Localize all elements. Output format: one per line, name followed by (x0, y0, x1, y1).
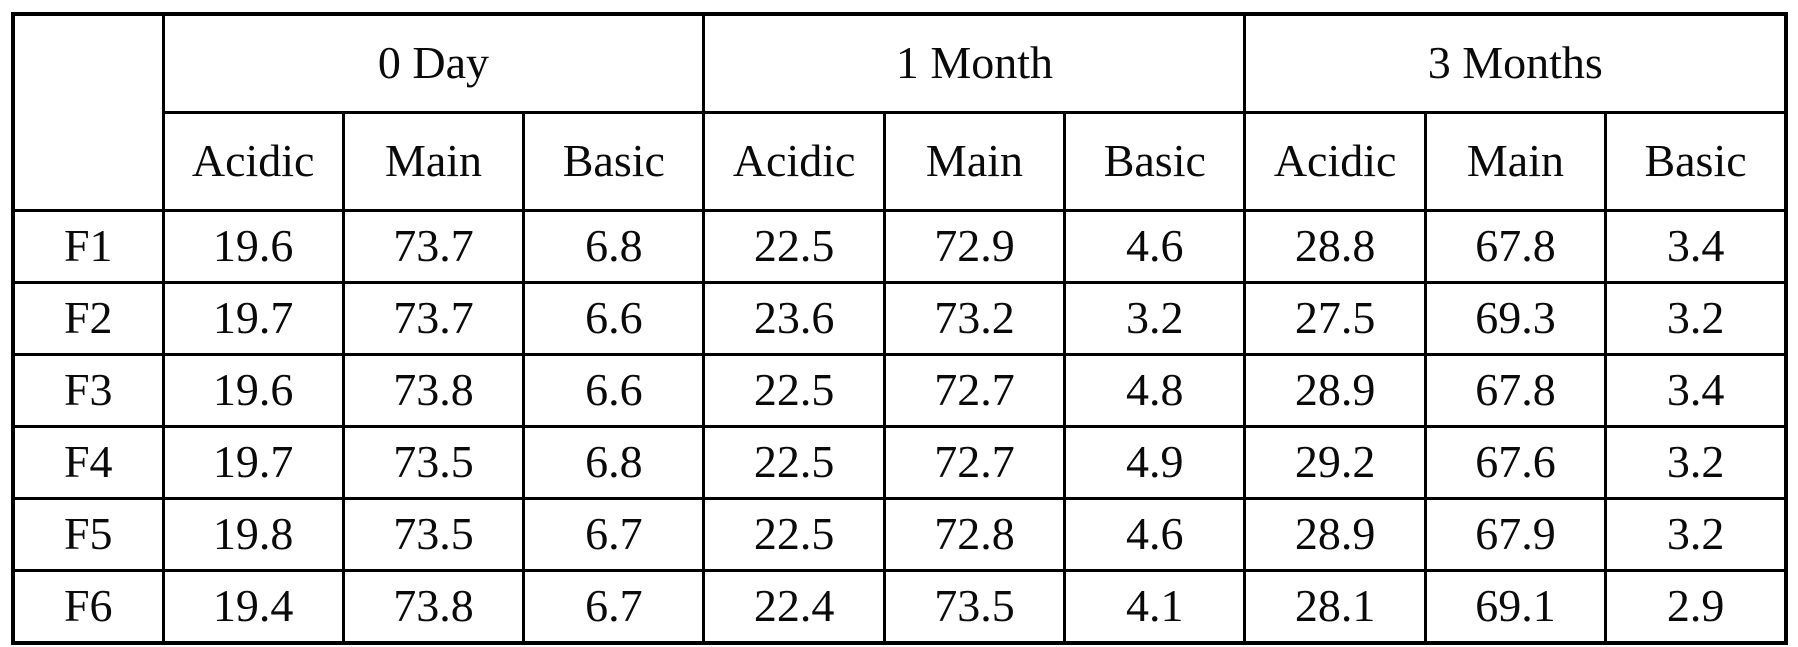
table-row-f1: F1 19.6 73.7 6.8 22.5 72.9 4.6 28.8 67.8… (11, 209, 1788, 284)
data-cell: 3.2 (1604, 497, 1788, 572)
row-label: F3 (11, 353, 165, 428)
column-header-basic: Basic (1063, 111, 1247, 212)
data-cell: 3.2 (1063, 281, 1247, 356)
data-cell: 72.7 (882, 425, 1067, 500)
data-cell: 6.8 (522, 425, 706, 500)
data-cell: 73.5 (341, 497, 526, 572)
data-cell: 73.5 (341, 425, 526, 500)
column-header-basic: Basic (522, 111, 706, 212)
stability-results-table: 0 Day 1 Month 3 Months Acidic Main Basic… (11, 12, 1788, 645)
data-cell: 3.2 (1604, 281, 1788, 356)
row-label: F4 (11, 425, 165, 500)
data-cell: 4.1 (1063, 569, 1247, 645)
data-cell: 22.5 (702, 209, 886, 284)
table-row-f5: F5 19.8 73.5 6.7 22.5 72.8 4.6 28.9 67.9… (11, 497, 1788, 572)
data-cell: 6.8 (522, 209, 706, 284)
data-cell: 73.8 (341, 569, 526, 645)
data-cell: 4.6 (1063, 497, 1247, 572)
data-cell: 19.6 (161, 209, 345, 284)
data-cell: 6.6 (522, 353, 706, 428)
data-cell: 28.8 (1243, 209, 1427, 284)
group-header-0-day: 0 Day (161, 12, 706, 114)
data-cell: 72.9 (882, 209, 1067, 284)
data-cell: 22.5 (702, 353, 886, 428)
group-header-3-months: 3 Months (1243, 12, 1788, 114)
data-cell: 73.7 (341, 281, 526, 356)
group-header-row: 0 Day 1 Month 3 Months (11, 12, 1788, 212)
data-cell: 69.3 (1423, 281, 1608, 356)
data-cell: 28.9 (1243, 353, 1427, 428)
data-cell: 19.4 (161, 569, 345, 645)
data-cell: 19.7 (161, 425, 345, 500)
data-cell: 73.8 (341, 353, 526, 428)
data-cell: 73.2 (882, 281, 1067, 356)
group-header-1-month: 1 Month (702, 12, 1247, 114)
column-header-acidic: Acidic (702, 111, 886, 212)
data-cell: 23.6 (702, 281, 886, 356)
data-cell: 27.5 (1243, 281, 1427, 356)
data-cell: 22.5 (702, 425, 886, 500)
column-header-main: Main (341, 111, 526, 212)
row-label: F5 (11, 497, 165, 572)
data-cell: 4.8 (1063, 353, 1247, 428)
table-row-f3: F3 19.6 73.8 6.6 22.5 72.7 4.8 28.9 67.8… (11, 353, 1788, 428)
data-cell: 3.2 (1604, 425, 1788, 500)
data-cell: 29.2 (1243, 425, 1427, 500)
row-label: F6 (11, 569, 165, 645)
data-cell: 67.8 (1423, 353, 1608, 428)
data-cell: 6.7 (522, 497, 706, 572)
data-cell: 67.8 (1423, 209, 1608, 284)
table-row-f2: F2 19.7 73.7 6.6 23.6 73.2 3.2 27.5 69.3… (11, 281, 1788, 356)
data-cell: 6.7 (522, 569, 706, 645)
table-row-f4: F4 19.7 73.5 6.8 22.5 72.7 4.9 29.2 67.6… (11, 425, 1788, 500)
table-row-f6: F6 19.4 73.8 6.7 22.4 73.5 4.1 28.1 69.1… (11, 569, 1788, 645)
data-cell: 69.1 (1423, 569, 1608, 645)
data-cell: 3.4 (1604, 353, 1788, 428)
data-cell: 28.9 (1243, 497, 1427, 572)
column-header-acidic: Acidic (1243, 111, 1427, 212)
corner-cell (11, 12, 165, 212)
data-cell: 67.6 (1423, 425, 1608, 500)
sub-header-row: Acidic Main Basic Acidic Main Basic Acid… (13, 111, 1788, 212)
row-label: F2 (11, 281, 165, 356)
data-cell: 67.9 (1423, 497, 1608, 572)
data-cell: 6.6 (522, 281, 706, 356)
data-cell: 73.5 (882, 569, 1067, 645)
data-cell: 2.9 (1604, 569, 1788, 645)
data-cell: 19.8 (161, 497, 345, 572)
data-cell: 19.6 (161, 353, 345, 428)
data-cell: 3.4 (1604, 209, 1788, 284)
data-cell: 72.7 (882, 353, 1067, 428)
data-cell: 22.5 (702, 497, 886, 572)
data-cell: 72.8 (882, 497, 1067, 572)
data-cell: 73.7 (341, 209, 526, 284)
data-cell: 4.9 (1063, 425, 1247, 500)
column-header-basic: Basic (1604, 111, 1788, 212)
column-header-acidic: Acidic (161, 111, 345, 212)
data-cell: 22.4 (702, 569, 886, 645)
column-header-main: Main (882, 111, 1067, 212)
data-cell: 4.6 (1063, 209, 1247, 284)
data-cell: 19.7 (161, 281, 345, 356)
row-label: F1 (11, 209, 165, 284)
column-header-main: Main (1423, 111, 1608, 212)
data-cell: 28.1 (1243, 569, 1427, 645)
